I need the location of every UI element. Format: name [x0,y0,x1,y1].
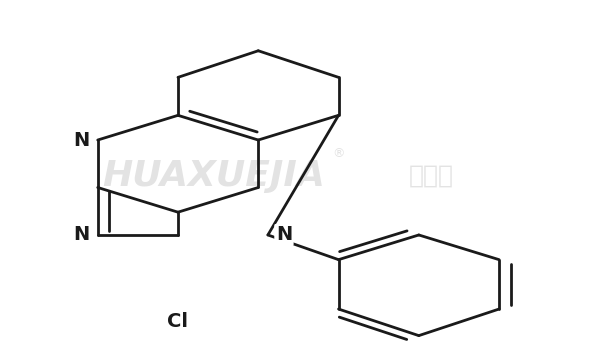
Text: N: N [74,225,90,245]
Text: Cl: Cl [167,312,188,331]
Text: ®: ® [332,147,345,160]
Text: N: N [276,225,292,245]
Text: HUAXUEJIA: HUAXUEJIA [102,159,325,193]
Text: N: N [74,131,90,150]
Text: 化学加: 化学加 [409,164,454,188]
